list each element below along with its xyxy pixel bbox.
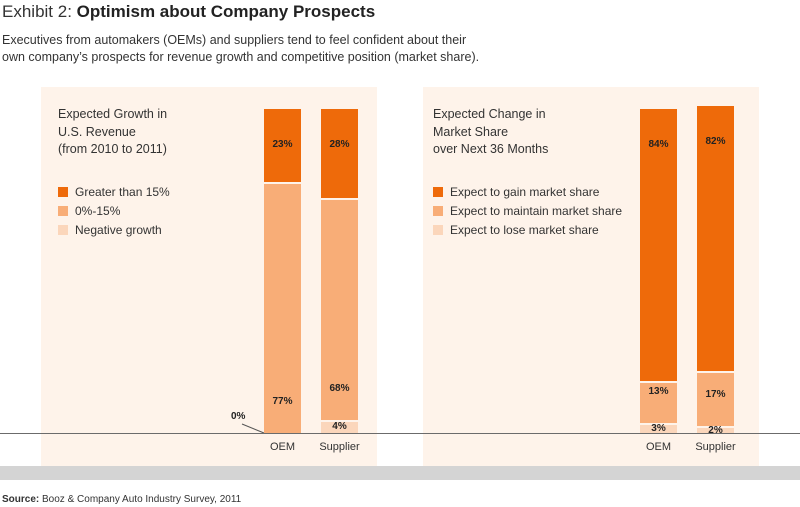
data-label: 0%	[231, 411, 246, 422]
legend-swatch	[433, 186, 443, 197]
data-label: 2%	[708, 424, 723, 436]
exhibit-subtitle: Executives from automakers (OEMs) and su…	[2, 33, 480, 64]
bar-segment	[640, 109, 677, 381]
legend-label: Negative growth	[75, 222, 162, 237]
data-label: 68%	[329, 382, 350, 394]
data-label: 84%	[648, 139, 669, 150]
data-label: 82%	[705, 135, 726, 147]
legend-swatch	[433, 205, 443, 216]
bar-segment	[264, 183, 301, 433]
legend-label: Expect to gain market share	[450, 184, 600, 199]
source-text: Booz & Company Auto Industry Survey, 201…	[39, 494, 242, 505]
chart-title-market-share: Expected Change in Market Share over Nex…	[433, 107, 549, 156]
legend-swatch	[433, 224, 443, 235]
bar-segment	[321, 200, 358, 420]
legend-item: Negative growth	[58, 220, 170, 239]
bar-segment	[264, 109, 301, 182]
exhibit-prefix: Exhibit 2:	[2, 2, 77, 21]
source-label: Source:	[2, 494, 40, 505]
category-label: OEM	[269, 441, 296, 453]
bar-segment	[640, 382, 677, 424]
data-label: 3%	[651, 423, 666, 435]
legend-revenue: Greater than 15% 0%-15% Negative growth	[58, 182, 170, 239]
data-label: 28%	[329, 139, 350, 150]
legend-swatch	[58, 205, 68, 216]
legend-item: Expect to maintain market share	[433, 201, 622, 220]
legend-item: Greater than 15%	[58, 182, 170, 201]
legend-market-share: Expect to gain market share Expect to mai…	[433, 182, 622, 239]
chart-title-revenue: Expected Growth in U.S. Revenue (from 20…	[58, 107, 168, 156]
category-label: Supplier	[319, 441, 360, 453]
data-label: 23%	[272, 139, 293, 150]
bar-segment	[697, 428, 734, 433]
data-label: 77%	[272, 396, 293, 407]
legend-item: Expect to gain market share	[433, 182, 622, 201]
callout-leader	[241, 423, 265, 434]
callout-leader-line	[241, 423, 265, 434]
data-label: 17%	[705, 389, 726, 401]
exhibit-title-bold: Optimism about Company Prospects	[76, 2, 376, 21]
category-label: Supplier	[695, 441, 736, 453]
legend-item: Expect to lose market share	[433, 220, 622, 239]
footer-gray-bar	[0, 466, 800, 480]
legend-swatch	[58, 224, 68, 235]
data-label: 13%	[648, 386, 669, 398]
category-label: OEM	[645, 441, 672, 453]
legend-item: 0%-15%	[58, 201, 170, 220]
bar-segment	[321, 109, 358, 199]
bar-segment	[640, 425, 677, 433]
legend-swatch	[58, 186, 68, 197]
bar-segment	[697, 105, 734, 372]
bar-segment	[697, 373, 734, 427]
bar-segment	[321, 421, 358, 433]
legend-label: Expect to lose market share	[450, 222, 599, 237]
source-note: Source: Booz & Company Auto Industry Sur…	[2, 494, 241, 505]
legend-label: Expect to maintain market share	[450, 203, 623, 218]
legend-label: Greater than 15%	[75, 184, 170, 199]
data-label: 4%	[332, 421, 347, 433]
exhibit-title: Exhibit 2: Optimism about Company Prospe…	[2, 2, 375, 22]
chart-baseline	[0, 433, 800, 434]
legend-label: 0%-15%	[75, 203, 121, 218]
